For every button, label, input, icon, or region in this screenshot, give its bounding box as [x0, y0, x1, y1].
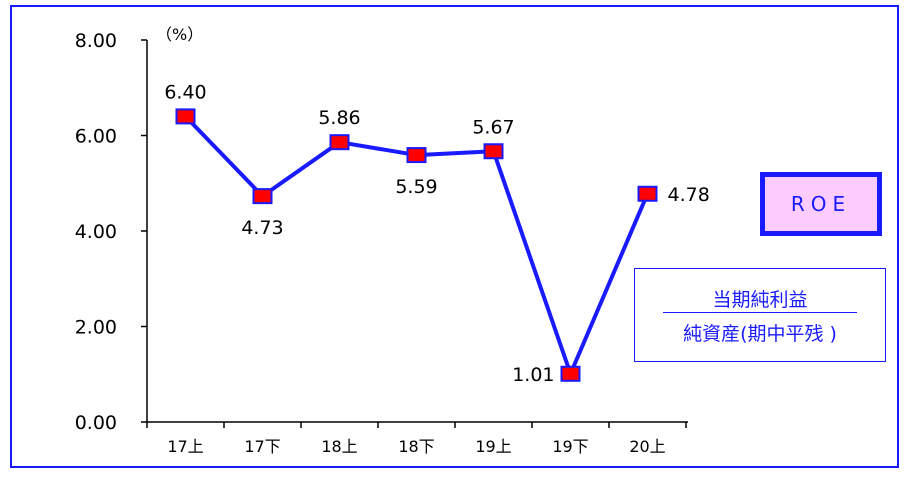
data-point-marker — [483, 143, 504, 160]
y-tick-label: 6.00 — [75, 126, 117, 148]
y-tick-label: 0.00 — [75, 412, 117, 434]
formula-numerator: 当期純利益 — [712, 289, 808, 311]
data-point-marker — [252, 188, 273, 205]
data-label: 5.59 — [395, 176, 437, 198]
x-tick-label: 17上 — [167, 437, 203, 456]
data-point-marker — [175, 108, 196, 125]
data-markers — [175, 108, 658, 382]
y-ticks: 0.00 2.00 4.00 6.00 8.00 — [75, 30, 147, 434]
data-label: 4.73 — [241, 217, 283, 239]
x-tick-label: 18上 — [321, 437, 357, 456]
y-tick-label: 2.00 — [75, 317, 117, 339]
roe-formula-box: 当期純利益 純資産(期中平残 ) — [634, 268, 886, 362]
data-label: 4.78 — [668, 184, 710, 206]
chart-frame — [10, 5, 899, 468]
x-tick-label: 19上 — [475, 437, 511, 456]
data-labels: 6.40 4.73 5.86 5.59 5.67 1.01 4.78 — [164, 81, 709, 385]
formula-fraction-line — [663, 312, 857, 313]
data-label: 5.86 — [318, 107, 360, 129]
chart-axes — [146, 40, 688, 423]
data-label: 5.67 — [472, 116, 514, 138]
y-tick-label: 4.00 — [75, 221, 117, 243]
data-point-marker — [637, 185, 658, 202]
data-label: 6.40 — [164, 81, 206, 103]
x-tick-label: 19下 — [552, 437, 588, 456]
formula-denominator: 純資産(期中平残 ) — [683, 323, 837, 345]
data-label: 1.01 — [512, 364, 554, 386]
data-point-marker — [406, 147, 427, 164]
x-tick-label: 18下 — [398, 437, 434, 456]
x-tick-label: 17下 — [244, 437, 280, 456]
x-tick-label: 20上 — [629, 437, 665, 456]
data-point-marker — [560, 365, 581, 382]
y-unit-label: （%） — [156, 25, 203, 44]
roe-legend-label: ROE — [790, 192, 852, 216]
roe-legend-box: ROE — [760, 172, 882, 236]
x-ticks: 17上 17下 18上 18下 19上 19下 20上 — [146, 422, 687, 456]
y-tick-label: 8.00 — [75, 30, 117, 52]
data-point-marker — [329, 134, 350, 151]
